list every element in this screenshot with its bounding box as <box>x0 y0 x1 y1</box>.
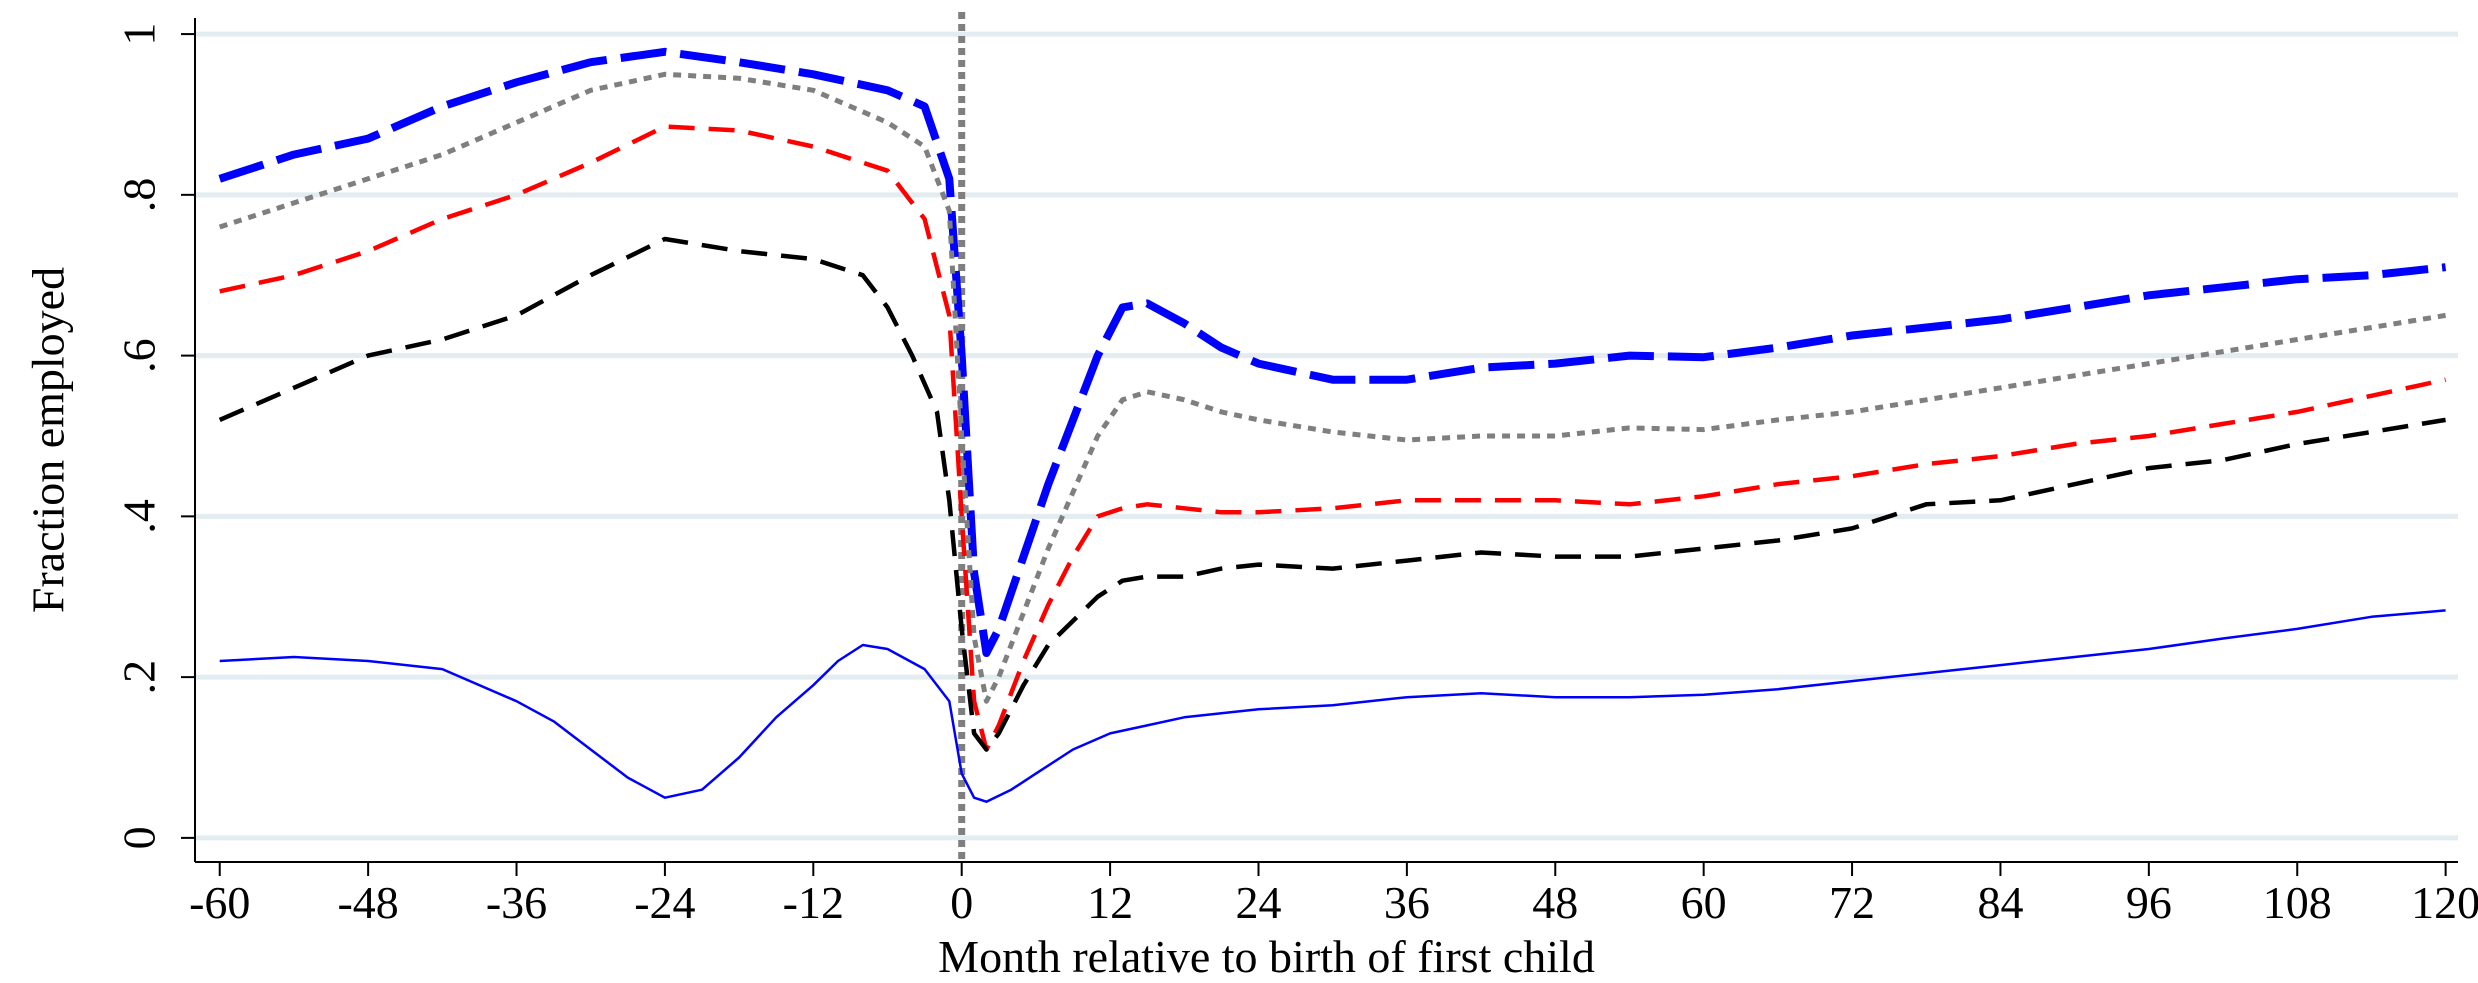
grid-layer <box>195 31 2458 841</box>
x-tick-label: 48 <box>1532 877 1578 928</box>
x-tick-label: 108 <box>2263 877 2332 928</box>
x-tick-label: 12 <box>1087 877 1133 928</box>
x-axis-title: Month relative to birth of first child <box>938 931 1595 982</box>
series-line-5 <box>219 609 2446 803</box>
series-layer <box>218 47 2447 803</box>
axis-layer: -60 -48 -36 -24 -12 0 12 24 36 48 60 72 84 96 108 120 0.… <box>114 18 2478 928</box>
series-line-2 <box>218 71 2447 704</box>
y-tick-label: 0 <box>114 826 165 849</box>
x-tick-label: 0 <box>950 877 973 928</box>
series-line-1 <box>218 47 2447 657</box>
series-line-4 <box>218 236 2446 752</box>
y-tick-label: .8 <box>114 178 165 213</box>
x-tick-label: 36 <box>1384 877 1430 928</box>
y-axis-title: Fraction employed <box>23 267 74 613</box>
x-tick-label: -24 <box>634 877 695 928</box>
x-tick-label: 24 <box>1235 877 1281 928</box>
x-tick-label: 96 <box>2126 877 2172 928</box>
y-tick-label: 1 <box>114 23 165 46</box>
x-tick-label: 120 <box>2411 877 2478 928</box>
y-tick-label: .2 <box>114 660 165 695</box>
y-tick-label: .4 <box>114 499 165 534</box>
x-tick-label: 60 <box>1681 877 1727 928</box>
x-tick-label: -36 <box>486 877 547 928</box>
x-tick-label: 84 <box>1977 877 2023 928</box>
series-line-3 <box>219 124 2447 752</box>
y-tick-label: .6 <box>114 338 165 373</box>
x-tick-label: 72 <box>1829 877 1875 928</box>
x-tick-label: -48 <box>337 877 398 928</box>
x-tick-label: -60 <box>189 877 250 928</box>
x-tick-label: -12 <box>783 877 844 928</box>
